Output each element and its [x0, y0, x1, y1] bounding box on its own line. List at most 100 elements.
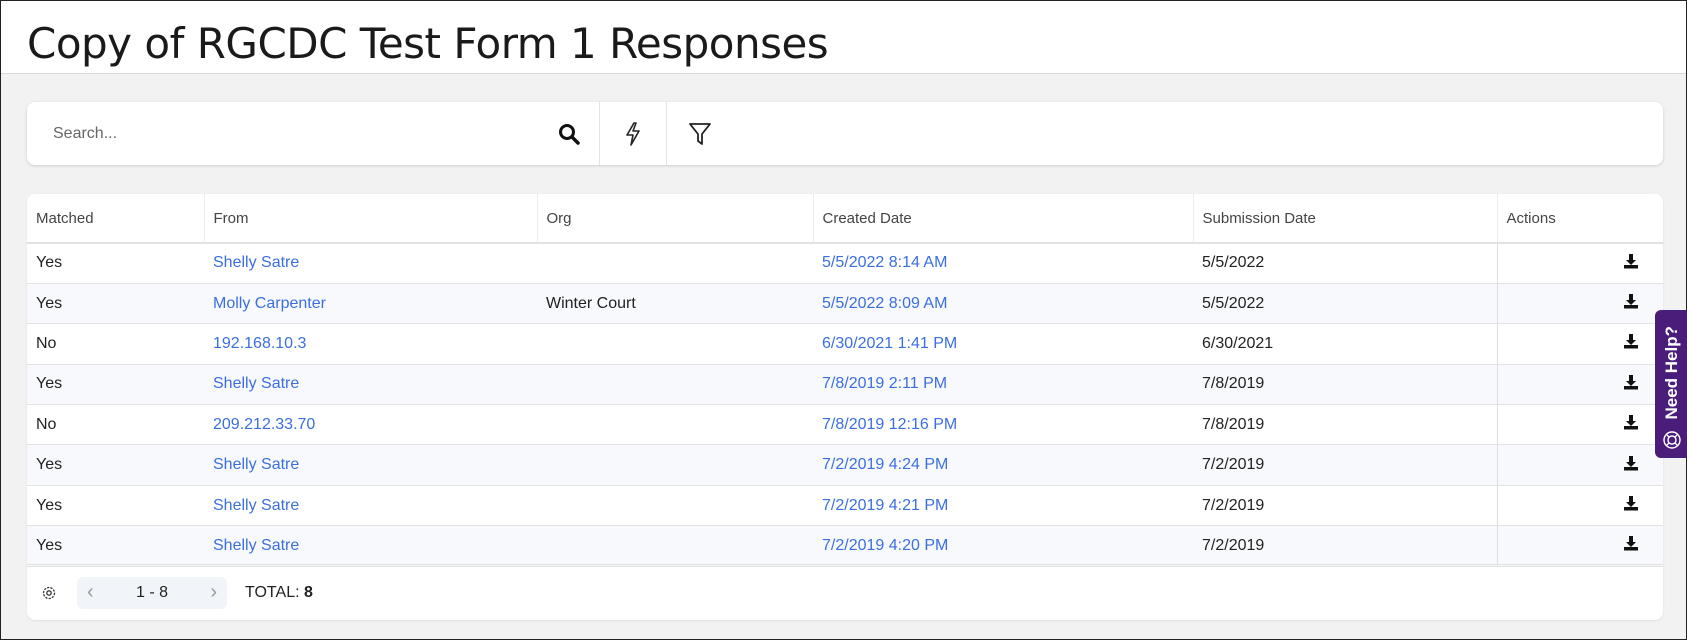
filter-button[interactable] — [667, 102, 733, 165]
created-date-link[interactable]: 7/2/2019 4:24 PM — [822, 456, 949, 474]
org-cell — [537, 444, 813, 486]
download-icon[interactable] — [1623, 293, 1639, 309]
from-link[interactable]: Shelly Satre — [213, 496, 300, 514]
from-link[interactable]: Shelly Satre — [213, 536, 300, 554]
download-icon[interactable] — [1623, 253, 1639, 269]
from-link[interactable]: 209.212.33.70 — [213, 415, 316, 433]
table-row: Yes Shelly Satre 7/2/2019 4:24 PM 7/2/20… — [27, 444, 1663, 486]
actions-cell — [1496, 364, 1663, 406]
actions-cell — [1496, 485, 1663, 527]
need-help-tab[interactable]: Need Help? — [1655, 310, 1687, 458]
submission-date-cell: 5/5/2022 — [1193, 243, 1497, 284]
chevron-left-icon[interactable]: ‹ — [87, 581, 94, 603]
created-date-cell: 5/5/2022 8:09 AM — [813, 283, 1193, 325]
org-cell — [537, 243, 813, 284]
responses-table-card: Matched From Org Created Date Submission… — [27, 194, 1663, 620]
from-link[interactable]: Shelly Satre — [213, 375, 300, 393]
from-cell: Shelly Satre — [204, 485, 537, 527]
matched-cell: No — [27, 323, 204, 365]
created-date-link[interactable]: 5/5/2022 8:09 AM — [822, 294, 948, 312]
matched-cell: Yes — [27, 364, 204, 406]
pagination: ‹ 1 - 8 › — [77, 576, 227, 609]
lightning-icon — [626, 121, 640, 146]
table-footer: ‹ 1 - 8 › TOTAL: 8 — [27, 564, 1663, 620]
from-link[interactable]: Molly Carpenter — [213, 294, 326, 312]
download-icon[interactable] — [1623, 374, 1639, 390]
submission-date-cell: 7/2/2019 — [1193, 525, 1497, 567]
column-header-created-date[interactable]: Created Date — [813, 194, 1194, 244]
column-header-matched[interactable]: Matched — [27, 194, 205, 244]
created-date-link[interactable]: 7/2/2019 4:21 PM — [822, 496, 949, 514]
lifebuoy-icon — [1662, 431, 1681, 449]
need-help-label: Need Help? — [1661, 326, 1681, 420]
download-icon[interactable] — [1623, 414, 1639, 430]
from-link[interactable]: 192.168.10.3 — [213, 334, 307, 352]
created-date-cell: 7/2/2019 4:24 PM — [813, 444, 1193, 486]
matched-cell: Yes — [27, 283, 204, 325]
actions-cell — [1496, 323, 1663, 365]
filter-icon — [689, 122, 711, 145]
table-row: Yes Shelly Satre 7/8/2019 2:11 PM 7/8/20… — [27, 364, 1663, 406]
from-cell: Shelly Satre — [204, 525, 537, 567]
created-date-link[interactable]: 7/2/2019 4:20 PM — [822, 536, 949, 554]
from-cell: Shelly Satre — [204, 364, 537, 406]
actions-cell — [1496, 283, 1663, 325]
org-cell — [537, 525, 813, 567]
download-icon[interactable] — [1623, 535, 1639, 551]
created-date-link[interactable]: 7/8/2019 12:16 PM — [822, 415, 958, 433]
responses-table: Matched From Org Created Date Submission… — [27, 194, 1663, 567]
table-row: No 209.212.33.70 7/8/2019 12:16 PM 7/8/2… — [27, 404, 1663, 446]
actions-cell — [1496, 243, 1663, 284]
chevron-right-icon[interactable]: › — [210, 581, 217, 603]
page-title: Copy of RGCDC Test Form 1 Responses — [27, 19, 829, 68]
matched-cell: Yes — [27, 243, 204, 284]
table-row: No 192.168.10.3 6/30/2021 1:41 PM 6/30/2… — [27, 323, 1663, 365]
org-cell — [537, 323, 813, 365]
created-date-cell: 7/8/2019 2:11 PM — [813, 364, 1193, 406]
submission-date-cell: 7/2/2019 — [1193, 485, 1497, 527]
quick-action-button[interactable] — [600, 102, 666, 165]
column-header-from[interactable]: From — [204, 194, 538, 244]
matched-cell: Yes — [27, 485, 204, 527]
submission-date-cell: 6/30/2021 — [1193, 323, 1497, 365]
created-date-link[interactable]: 5/5/2022 8:14 AM — [822, 254, 948, 272]
divider — [599, 102, 600, 165]
org-cell — [537, 364, 813, 406]
search-toolbar — [27, 102, 1663, 165]
created-date-cell: 7/2/2019 4:20 PM — [813, 525, 1193, 567]
submission-date-cell: 7/8/2019 — [1193, 364, 1497, 406]
actions-cell — [1496, 404, 1663, 446]
column-header-submission-date[interactable]: Submission Date — [1193, 194, 1498, 244]
from-cell: Shelly Satre — [204, 243, 537, 284]
download-icon[interactable] — [1623, 455, 1639, 471]
table-row: Yes Molly Carpenter Winter Court 5/5/202… — [27, 283, 1663, 325]
created-date-link[interactable]: 6/30/2021 1:41 PM — [822, 334, 958, 352]
created-date-link[interactable]: 7/8/2019 2:11 PM — [822, 375, 948, 393]
created-date-cell: 5/5/2022 8:14 AM — [813, 243, 1193, 284]
search-icon — [559, 123, 580, 145]
page-header: Copy of RGCDC Test Form 1 Responses — [1, 1, 1686, 74]
column-header-org[interactable]: Org — [537, 194, 814, 244]
from-link[interactable]: Shelly Satre — [213, 254, 300, 272]
search-button[interactable] — [549, 102, 589, 165]
gear-icon[interactable] — [41, 585, 57, 601]
column-header-actions: Actions — [1497, 194, 1663, 244]
total-label: TOTAL: — [245, 583, 300, 601]
page-range: 1 - 8 — [135, 583, 168, 601]
submission-date-cell: 7/2/2019 — [1193, 444, 1497, 486]
org-cell — [537, 485, 813, 527]
total-value: 8 — [303, 583, 313, 601]
submission-date-cell: 5/5/2022 — [1193, 283, 1497, 325]
download-icon[interactable] — [1623, 495, 1639, 511]
created-date-cell: 6/30/2021 1:41 PM — [813, 323, 1193, 365]
from-link[interactable]: Shelly Satre — [213, 456, 300, 474]
search-input[interactable] — [53, 124, 533, 143]
created-date-cell: 7/2/2019 4:21 PM — [813, 485, 1193, 527]
total-count: TOTAL: 8 — [245, 584, 313, 602]
download-icon[interactable] — [1623, 333, 1639, 349]
matched-cell: Yes — [27, 525, 204, 567]
table-row: Yes Shelly Satre 7/2/2019 4:21 PM 7/2/20… — [27, 485, 1663, 527]
actions-cell — [1496, 444, 1663, 486]
submission-date-cell: 7/8/2019 — [1193, 404, 1497, 446]
from-cell: 209.212.33.70 — [204, 404, 537, 446]
